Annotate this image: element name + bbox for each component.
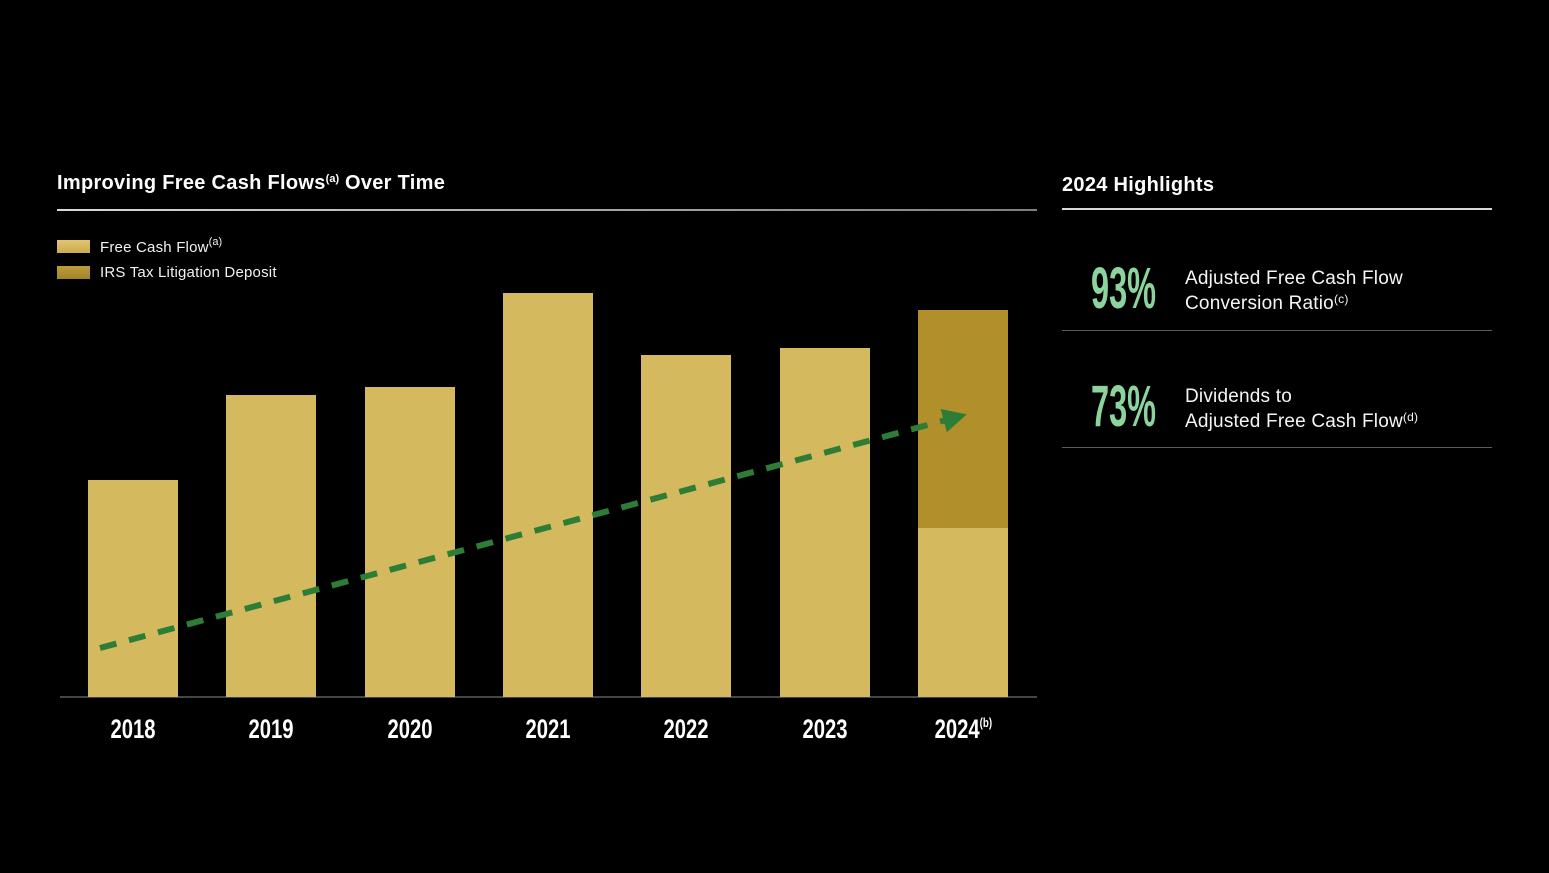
stat-label-line2: Conversion Ratio(c) — [1185, 289, 1403, 314]
bar-2023 — [780, 348, 870, 697]
bar-2019 — [226, 395, 316, 697]
legend-text: Free Cash Flow — [100, 239, 209, 256]
bar-2022 — [641, 355, 731, 697]
bar-2018 — [88, 480, 178, 697]
stat-label-text: Conversion Ratio — [1185, 293, 1334, 314]
legend-label-irs-deposit: IRS Tax Litigation Deposit — [100, 264, 277, 281]
footnote-marker-b: (b) — [979, 715, 992, 730]
footnote-marker-a: (a) — [208, 236, 223, 248]
x-axis-label-2024: 2024(b) — [898, 714, 1028, 745]
x-axis-label-2018: 2018 — [68, 714, 198, 745]
x-axis-label-text: 2018 — [110, 714, 156, 744]
chart-legend: Free Cash Flow(a) IRS Tax Litigation Dep… — [57, 233, 277, 285]
x-axis-label-text: 2021 — [525, 714, 571, 744]
x-axis-label-2020: 2020 — [345, 714, 475, 745]
stat-label-line2: Adjusted Free Cash Flow(d) — [1185, 407, 1418, 432]
x-axis-label-2021: 2021 — [483, 714, 613, 745]
legend-swatch-irs-deposit — [57, 265, 90, 279]
x-axis — [60, 696, 1037, 698]
bar-segment-free-cash-flow — [641, 355, 731, 697]
highlights-divider-2 — [1062, 447, 1492, 448]
stat-value-conversion-ratio: 93% — [1091, 256, 1157, 321]
bar-2024 — [918, 310, 1008, 697]
legend-item-irs-deposit: IRS Tax Litigation Deposit — [57, 259, 277, 285]
highlights-divider-1 — [1062, 330, 1492, 331]
bar-segment-free-cash-flow — [503, 293, 593, 697]
bar-2020 — [365, 387, 455, 697]
x-axis-label-text: 2022 — [663, 714, 709, 744]
bar-segment-free-cash-flow — [226, 395, 316, 697]
legend-item-free-cash-flow: Free Cash Flow(a) — [57, 233, 277, 259]
stat-label-dividends: Dividends to Adjusted Free Cash Flow(d) — [1185, 386, 1418, 432]
chart-title-suffix: Over Time — [339, 172, 446, 194]
legend-label-free-cash-flow: Free Cash Flow(a) — [100, 236, 222, 256]
stat-label-text: Adjusted Free Cash Flow — [1185, 411, 1403, 432]
chart-title-divider — [57, 209, 1037, 211]
stat-label-conversion-ratio: Adjusted Free Cash Flow Conversion Ratio… — [1185, 268, 1403, 314]
x-axis-label-text: 2019 — [248, 714, 294, 744]
stat-label-line1: Adjusted Free Cash Flow — [1185, 268, 1403, 289]
stat-label-line1: Dividends to — [1185, 386, 1292, 407]
bar-segment-free-cash-flow — [88, 480, 178, 697]
bar-segment-free-cash-flow — [918, 528, 1008, 697]
highlights-title: 2024 Highlights — [1062, 174, 1215, 196]
footnote-marker-d: (d) — [1402, 410, 1419, 424]
bar-segment-free-cash-flow — [780, 348, 870, 697]
bar-segment-irs-deposit — [918, 310, 1008, 528]
bar-2021 — [503, 293, 593, 697]
chart-title-text: Improving Free Cash Flows — [57, 172, 326, 194]
x-axis-label-2023: 2023 — [760, 714, 890, 745]
x-axis-label-text: 2020 — [387, 714, 433, 744]
x-axis-label-2019: 2019 — [206, 714, 336, 745]
x-axis-label-2022: 2022 — [621, 714, 751, 745]
legend-swatch-free-cash-flow — [57, 239, 90, 253]
x-axis-label-text: 2024(b) — [934, 714, 992, 744]
footnote-marker-a: (a) — [325, 173, 340, 185]
chart-title: Improving Free Cash Flows(a) Over Time — [57, 172, 445, 195]
bar-segment-free-cash-flow — [365, 387, 455, 697]
legend-text: IRS Tax Litigation Deposit — [100, 263, 277, 281]
highlights-title-divider — [1062, 208, 1492, 210]
footnote-marker-c: (c) — [1333, 292, 1349, 306]
stat-value-dividends: 73% — [1091, 374, 1157, 439]
x-axis-label-text: 2023 — [802, 714, 848, 744]
